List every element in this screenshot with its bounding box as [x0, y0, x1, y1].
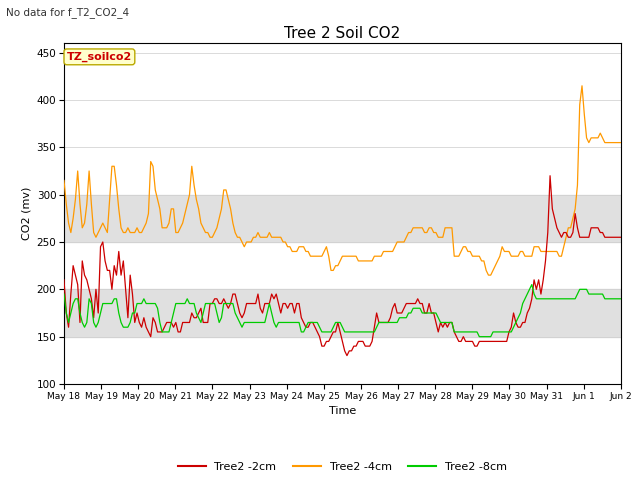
- Y-axis label: CO2 (mv): CO2 (mv): [21, 187, 31, 240]
- Bar: [64, 289, 621, 336]
- Text: TZ_soilco2: TZ_soilco2: [67, 52, 132, 62]
- Bar: [64, 195, 621, 242]
- X-axis label: Time: Time: [329, 406, 356, 416]
- Text: No data for f_T2_CO2_4: No data for f_T2_CO2_4: [6, 7, 129, 18]
- Title: Tree 2 Soil CO2: Tree 2 Soil CO2: [284, 25, 401, 41]
- Legend: Tree2 -2cm, Tree2 -4cm, Tree2 -8cm: Tree2 -2cm, Tree2 -4cm, Tree2 -8cm: [173, 458, 511, 477]
